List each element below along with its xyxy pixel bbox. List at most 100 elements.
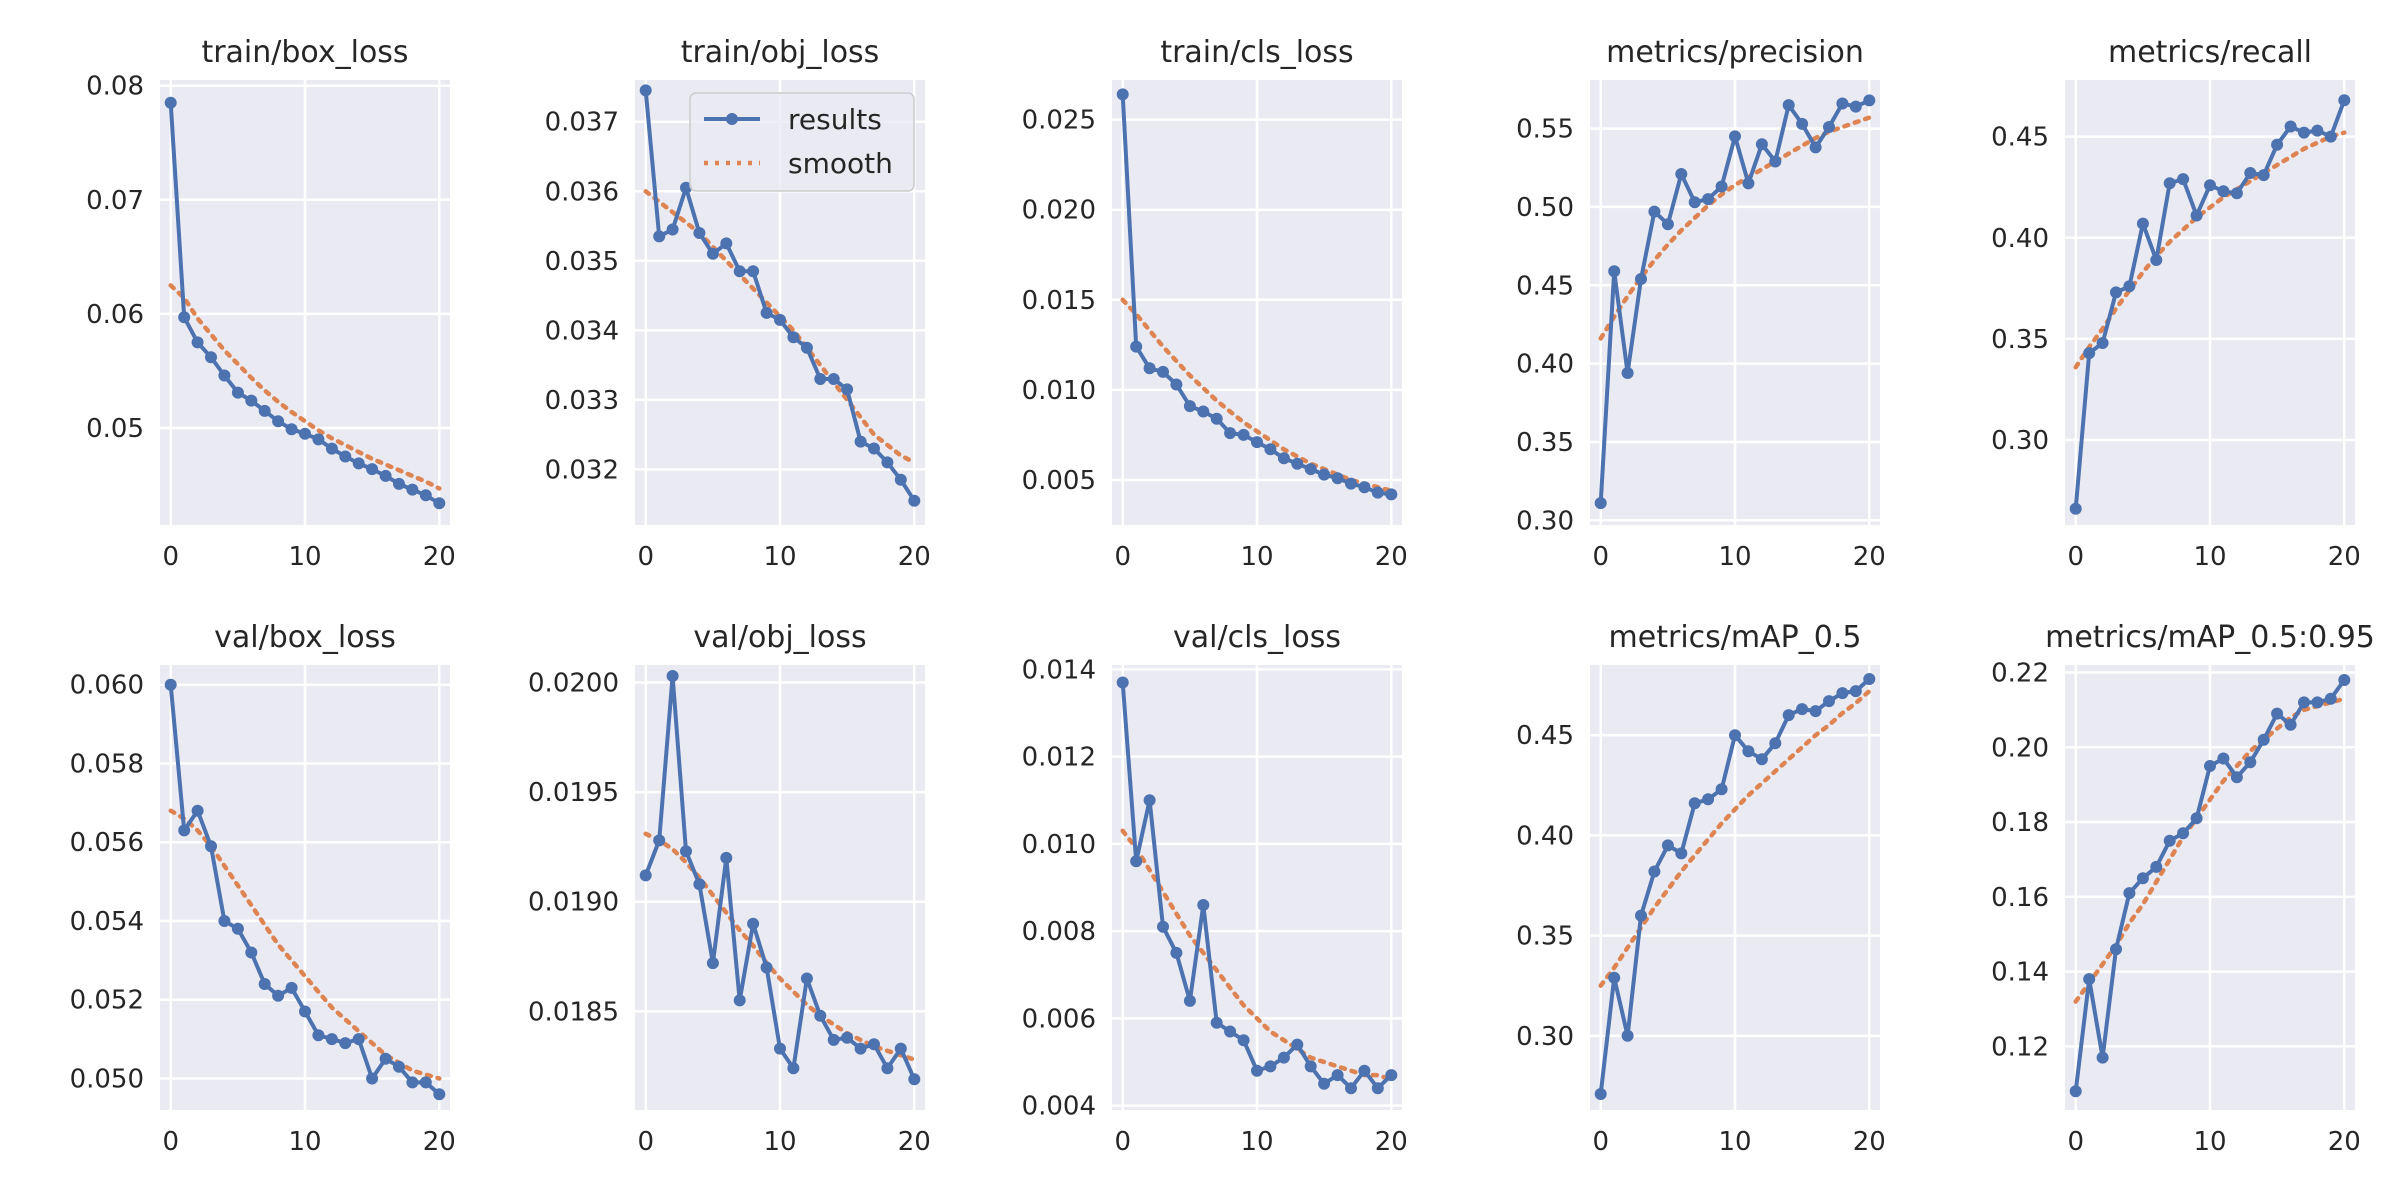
chart-title: train/cls_loss bbox=[1160, 35, 1353, 70]
results-point bbox=[1251, 1064, 1263, 1077]
results-point bbox=[2163, 177, 2176, 190]
results-point bbox=[325, 1033, 338, 1046]
results-point bbox=[841, 1031, 854, 1044]
y-tick-label: 0.40 bbox=[1991, 224, 2049, 254]
y-tick-label: 0.18 bbox=[1991, 808, 2049, 838]
results-point bbox=[231, 386, 244, 399]
results-point bbox=[1702, 193, 1715, 206]
y-tick-label: 0.30 bbox=[1516, 1022, 1574, 1052]
results-point bbox=[894, 1042, 907, 1055]
results-point bbox=[1210, 1016, 1223, 1029]
results-point bbox=[800, 341, 813, 354]
results-point bbox=[827, 1033, 840, 1046]
chart-panel: val/box_loss 0 10 20 0.050 0.052 0.054 0.056 0.0… bbox=[70, 620, 456, 1157]
chart-title: val/box_loss bbox=[214, 620, 396, 655]
results-point bbox=[1237, 1034, 1250, 1047]
results-point bbox=[299, 1005, 311, 1018]
results-point bbox=[2150, 254, 2163, 266]
results-point bbox=[639, 869, 652, 882]
results-point bbox=[285, 981, 298, 994]
chart-title: metrics/precision bbox=[1606, 35, 1864, 70]
results-point bbox=[1809, 705, 1822, 718]
results-point bbox=[2217, 185, 2230, 198]
x-tick-label: 10 bbox=[763, 1127, 796, 1157]
x-tick-label: 10 bbox=[1718, 542, 1751, 572]
x-tick-label: 0 bbox=[162, 1127, 179, 1157]
results-point bbox=[231, 922, 244, 935]
results-point bbox=[1157, 920, 1169, 933]
chart-title: val/cls_loss bbox=[1173, 620, 1341, 655]
y-tick-label: 0.0200 bbox=[528, 669, 619, 699]
results-point bbox=[164, 678, 177, 691]
results-point bbox=[2190, 812, 2203, 825]
results-point bbox=[433, 1088, 446, 1101]
y-tick-label: 0.033 bbox=[545, 386, 619, 416]
results-point bbox=[1143, 362, 1156, 375]
y-tick-label: 0.004 bbox=[1022, 1092, 1096, 1122]
results-point bbox=[393, 1060, 405, 1073]
y-tick-label: 0.35 bbox=[1991, 325, 2049, 355]
results-point bbox=[1836, 687, 1849, 700]
x-tick-label: 10 bbox=[1718, 1127, 1751, 1157]
results-point bbox=[2123, 280, 2136, 293]
y-tick-label: 0.050 bbox=[70, 1064, 144, 1094]
chart-panel: train/box_loss 0 10 20 0.05 0.06 0.07 0.08 bbox=[86, 35, 456, 572]
results-point bbox=[339, 450, 352, 463]
results-point bbox=[1116, 88, 1129, 101]
results-point bbox=[1251, 436, 1263, 449]
x-tick-label: 10 bbox=[1240, 1127, 1273, 1157]
results-point bbox=[2298, 696, 2310, 709]
results-point bbox=[1608, 265, 1621, 278]
results-point bbox=[433, 497, 446, 510]
smooth-series-line bbox=[1120, 297, 1394, 494]
results-point bbox=[1755, 138, 1768, 151]
results-point bbox=[800, 972, 813, 985]
results-point bbox=[1688, 196, 1701, 209]
results-point bbox=[733, 265, 746, 278]
y-tick-label: 0.45 bbox=[1516, 271, 1574, 301]
legend-smooth-label: smooth bbox=[788, 147, 893, 180]
results-point bbox=[1277, 452, 1290, 465]
results-point bbox=[868, 1038, 880, 1051]
results-point bbox=[774, 1042, 786, 1055]
chart-title: metrics/mAP_0.5 bbox=[1609, 620, 1862, 655]
results-point bbox=[419, 489, 432, 502]
results-point bbox=[299, 427, 311, 440]
results-point bbox=[2271, 138, 2284, 151]
results-point bbox=[2110, 943, 2122, 956]
results-point bbox=[178, 824, 191, 837]
y-tick-label: 0.50 bbox=[1516, 193, 1574, 223]
x-tick-label: 0 bbox=[162, 542, 179, 572]
x-tick-label: 0 bbox=[1114, 542, 1131, 572]
results-point bbox=[312, 433, 325, 446]
y-tick-label: 0.010 bbox=[1022, 830, 1096, 860]
x-tick-label: 0 bbox=[1592, 1127, 1609, 1157]
y-tick-label: 0.052 bbox=[70, 986, 144, 1016]
results-point bbox=[1264, 1060, 1277, 1073]
y-tick-label: 0.025 bbox=[1022, 106, 1096, 136]
results-point bbox=[312, 1029, 325, 1042]
y-tick-label: 0.006 bbox=[1022, 1004, 1096, 1034]
results-point bbox=[1345, 477, 1357, 490]
results-point bbox=[1183, 400, 1196, 413]
x-tick-label: 20 bbox=[1853, 542, 1886, 572]
results-point bbox=[680, 845, 692, 858]
results-point bbox=[666, 223, 679, 236]
chart-panel: metrics/precision 0 10 20 0.30 0.35 0.40 0.45 0.… bbox=[1516, 35, 1886, 572]
results-point bbox=[178, 311, 191, 324]
results-point bbox=[1304, 463, 1317, 476]
results-point bbox=[2069, 502, 2082, 515]
results-point bbox=[1661, 218, 1674, 231]
results-point bbox=[1635, 909, 1647, 922]
y-tick-label: 0.020 bbox=[1022, 196, 1096, 226]
y-tick-label: 0.35 bbox=[1516, 428, 1574, 458]
results-point bbox=[1648, 205, 1661, 218]
results-point bbox=[1183, 994, 1196, 1007]
results-point bbox=[2284, 718, 2297, 731]
y-tick-label: 0.40 bbox=[1516, 350, 1574, 380]
y-tick-label: 0.036 bbox=[545, 177, 619, 207]
results-point bbox=[325, 442, 338, 455]
results-point bbox=[1702, 793, 1715, 806]
results-point bbox=[2163, 834, 2176, 847]
results-point bbox=[854, 435, 867, 448]
